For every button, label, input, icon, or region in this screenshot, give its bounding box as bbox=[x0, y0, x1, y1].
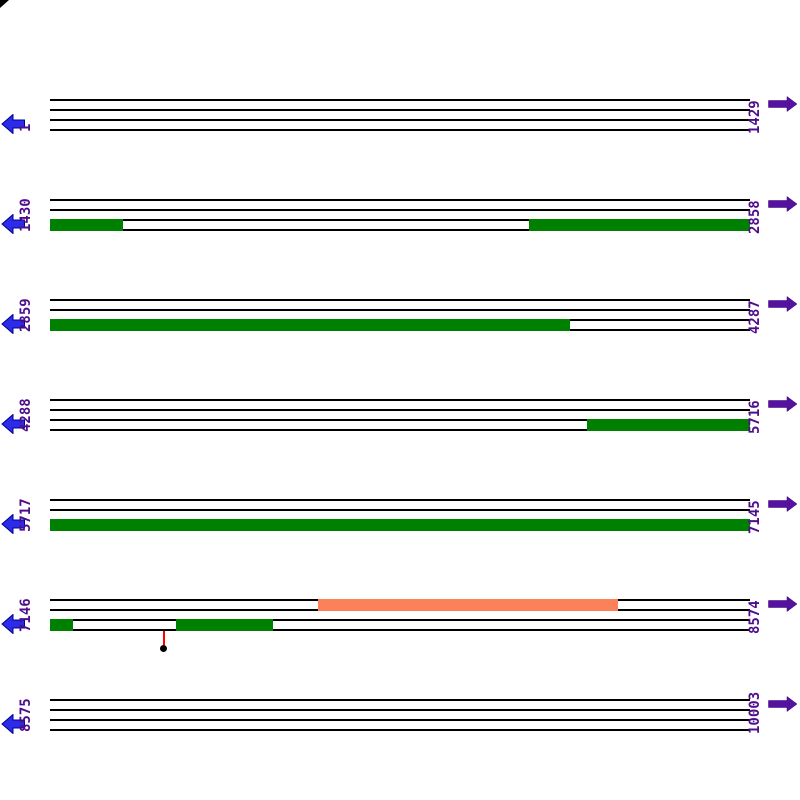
track-line bbox=[50, 499, 750, 501]
track-line bbox=[50, 719, 750, 721]
track-line bbox=[50, 399, 750, 401]
continue-right-arrow-icon bbox=[768, 96, 798, 112]
sequence-track bbox=[50, 699, 750, 732]
feature-layer bbox=[50, 99, 750, 159]
track-line bbox=[50, 299, 750, 301]
track-line bbox=[50, 119, 750, 121]
map-row-5: 5717 7145 bbox=[0, 496, 800, 559]
continue-right-arrow-icon bbox=[768, 496, 798, 512]
continue-left-arrow-icon bbox=[1, 714, 25, 734]
row-end-coordinate: 4287 bbox=[747, 300, 763, 334]
feature-layer bbox=[50, 199, 750, 259]
continue-right-arrow-icon bbox=[768, 396, 798, 412]
row-start-coordinate: 4288 bbox=[18, 398, 34, 432]
site-marker-dot bbox=[160, 645, 168, 652]
feature-orange-block bbox=[318, 598, 618, 611]
track-line bbox=[50, 619, 750, 621]
map-row-1: 1 1429 bbox=[0, 96, 800, 159]
row-end-coordinate: 1429 bbox=[747, 100, 763, 134]
track-line bbox=[50, 229, 750, 231]
track-line bbox=[50, 429, 750, 431]
feature-green-block bbox=[529, 218, 750, 231]
sequence-track bbox=[50, 598, 750, 652]
sequence-track bbox=[50, 399, 750, 432]
map-row-4: 4288 5716 bbox=[0, 396, 800, 459]
continue-left-arrow-icon bbox=[1, 314, 25, 334]
continue-left-arrow-icon bbox=[1, 414, 25, 434]
feature-layer bbox=[50, 499, 750, 559]
continue-right-arrow-icon bbox=[768, 196, 798, 212]
row-start-coordinate: 1 bbox=[18, 123, 34, 132]
feature-green-block bbox=[50, 618, 73, 631]
continue-left-arrow-icon bbox=[1, 214, 25, 234]
row-start-coordinate: 1430 bbox=[18, 198, 34, 232]
row-end-coordinate: 10003 bbox=[747, 691, 763, 734]
feature-layer bbox=[50, 598, 750, 659]
track-line bbox=[50, 629, 750, 631]
sequence-track bbox=[50, 199, 750, 232]
map-row-2: 1430 2858 bbox=[0, 196, 800, 259]
feature-green-block bbox=[176, 618, 273, 631]
continue-right-arrow-icon bbox=[768, 696, 798, 712]
continue-left-arrow-icon bbox=[1, 614, 25, 634]
track-line bbox=[50, 309, 750, 311]
track-line bbox=[50, 129, 750, 131]
row-end-coordinate: 2858 bbox=[747, 200, 763, 234]
row-start-coordinate: 8575 bbox=[18, 698, 34, 732]
track-line bbox=[50, 209, 750, 211]
sequence-track bbox=[50, 499, 750, 532]
track-line bbox=[50, 109, 750, 111]
track-line bbox=[50, 219, 750, 221]
track-line bbox=[50, 99, 750, 101]
track-line bbox=[50, 729, 750, 731]
sequence-track bbox=[50, 299, 750, 332]
feature-layer bbox=[50, 299, 750, 359]
feature-green-block bbox=[587, 418, 750, 431]
feature-green-block bbox=[50, 318, 570, 331]
feature-layer bbox=[50, 699, 750, 759]
feature-green-block bbox=[50, 218, 123, 231]
feature-layer bbox=[50, 399, 750, 459]
row-end-coordinate: 8574 bbox=[747, 600, 763, 634]
map-row-3: 2859 4287 bbox=[0, 296, 800, 359]
row-end-coordinate: 7145 bbox=[747, 500, 763, 534]
continue-left-arrow-icon bbox=[1, 514, 25, 534]
track-line bbox=[50, 509, 750, 511]
continue-right-arrow-icon bbox=[768, 596, 798, 612]
row-start-coordinate: 7146 bbox=[18, 598, 34, 632]
site-marker-line bbox=[163, 631, 165, 645]
track-line bbox=[50, 709, 750, 711]
row-start-coordinate: 5717 bbox=[18, 498, 34, 532]
continue-right-arrow-icon bbox=[768, 296, 798, 312]
corner-mark bbox=[0, 0, 9, 8]
track-line bbox=[50, 199, 750, 201]
track-line bbox=[50, 419, 750, 421]
row-start-coordinate: 2859 bbox=[18, 298, 34, 332]
continue-left-arrow-icon bbox=[1, 114, 25, 134]
map-row-7: 8575 10003 bbox=[0, 692, 800, 759]
sequence-track bbox=[50, 99, 750, 132]
map-row-6: 7146 8574 bbox=[0, 596, 800, 659]
row-end-coordinate: 5716 bbox=[747, 400, 763, 434]
track-line bbox=[50, 409, 750, 411]
track-line bbox=[50, 699, 750, 701]
feature-green-block bbox=[50, 518, 750, 531]
